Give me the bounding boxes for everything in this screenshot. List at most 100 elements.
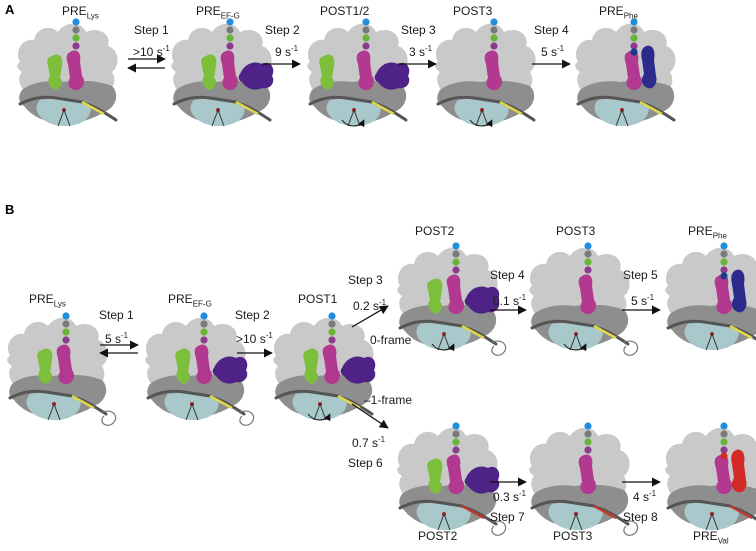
trna-green <box>427 458 443 494</box>
trna-magenta <box>578 274 596 314</box>
b-step4-rate: 0.1 s-1 <box>493 293 527 308</box>
b-step6-rate: 0.7 s-1 <box>352 435 386 450</box>
b-step1-label: Step 1 <box>99 308 134 322</box>
trna-green <box>427 278 443 314</box>
trna-magenta <box>446 274 464 314</box>
peptide-residue <box>226 34 234 42</box>
ribosome-a-pre-efg <box>171 18 274 127</box>
mrna-stem-loop <box>491 520 507 536</box>
mrna-segment <box>461 504 485 520</box>
trna-green <box>319 54 335 90</box>
mrna-line <box>398 499 498 526</box>
peptide-residue <box>720 272 728 280</box>
peptide-residue <box>62 336 70 344</box>
peptide-residue <box>452 250 460 258</box>
b-step3-rate: 0.2 s-1 <box>353 298 387 313</box>
mrna-line <box>308 95 408 122</box>
mrna-line <box>530 499 630 526</box>
b-state-pre-efg-label: PREEF-G <box>168 292 212 309</box>
peptide-residue <box>452 438 460 446</box>
ribosome-a-pre-lys <box>17 18 118 127</box>
peptide-residue <box>362 34 370 42</box>
peptide-residue <box>362 26 370 34</box>
ribosome-b-post3-bottom <box>529 422 639 536</box>
mrna-stem-loop <box>101 410 117 426</box>
mrna-line <box>436 95 536 122</box>
mrna-segment <box>461 324 485 340</box>
peptide-residue <box>720 258 728 266</box>
peptide-residue <box>584 446 592 454</box>
a-step1-rate: >10 s-1 <box>133 44 170 59</box>
peptide-residue <box>720 452 728 460</box>
a-step3-label: Step 3 <box>401 23 436 37</box>
trna-green <box>201 54 217 90</box>
peptide-residue <box>328 336 336 344</box>
peptide-residue <box>362 42 370 50</box>
peptide-residue <box>452 242 460 250</box>
state-pre-phe-label: PREPhe <box>599 4 638 21</box>
mrna-segment <box>209 394 233 410</box>
trna-magenta <box>578 454 596 494</box>
b-step1-rate: 5 s-1 <box>105 331 129 346</box>
panel-a-label: A <box>5 2 15 17</box>
hinge-spokes <box>705 333 719 351</box>
a-step4-rate: 5 s-1 <box>541 44 565 59</box>
mrna-line <box>172 95 272 122</box>
peptide-residue <box>452 258 460 266</box>
ribosome-b-post1 <box>273 312 376 422</box>
b-step7-label: Step 7 <box>490 510 525 524</box>
mrna-line <box>666 499 756 521</box>
hinge-spokes <box>211 109 225 127</box>
peptide-residue <box>328 312 336 320</box>
ribosome-a-post3 <box>435 18 536 128</box>
ribosome-b-post2-bottom <box>397 422 507 536</box>
b-state-post1-label: POST1 <box>298 292 338 306</box>
trna-incoming <box>731 269 747 313</box>
peptide-residue <box>328 320 336 328</box>
mrna-segment <box>235 100 259 116</box>
peptide-residue <box>630 18 638 26</box>
rotation-arrow <box>431 343 455 352</box>
peptide-residue <box>720 242 728 250</box>
peptide-residue <box>200 320 208 328</box>
ribosome-b-pre-phe <box>665 242 756 351</box>
trna-magenta <box>484 50 502 90</box>
mrna-line <box>18 95 118 122</box>
trna-magenta <box>714 454 732 494</box>
peptide-residue <box>720 438 728 446</box>
mrna-stem-loop <box>623 520 639 536</box>
peptide-residue <box>630 42 638 50</box>
b-step3-label: Step 3 <box>348 273 383 287</box>
rotation-arrow <box>563 343 587 352</box>
ribosome-a-pre-phe <box>575 18 676 127</box>
mrna-line <box>398 319 498 346</box>
mrna-segment <box>729 504 753 520</box>
b-step8-rate: 4 s-1 <box>633 489 657 504</box>
b-state-pre-phe-label: PREPhe <box>688 224 727 241</box>
trna-magenta <box>194 344 212 384</box>
trna-magenta <box>356 50 374 90</box>
hinge-spokes <box>185 403 199 421</box>
mrna-line <box>146 389 246 416</box>
peptide-residue <box>72 26 80 34</box>
mrna-stem-loop <box>239 410 255 426</box>
peptide-residue <box>328 328 336 336</box>
peptide-residue <box>584 250 592 258</box>
b-state-post3-top-label: POST3 <box>556 224 596 238</box>
ribosome-a-post12 <box>307 18 410 128</box>
ribosome-b-post3-top <box>529 242 639 356</box>
peptide-residue <box>584 266 592 274</box>
peptide-residue <box>62 312 70 320</box>
rotation-arrow <box>307 413 331 422</box>
state-pre-efg-label: PREEF-G <box>196 4 240 21</box>
efg <box>238 62 274 90</box>
a-step2-rate: 9 s-1 <box>275 44 299 59</box>
efg <box>374 62 410 90</box>
hinge-spokes <box>569 513 583 531</box>
trna-green <box>47 54 63 90</box>
panel-b-label: B <box>5 202 15 217</box>
b-state-pre-val-label: PREVal <box>693 529 729 546</box>
peptide-residue <box>72 42 80 50</box>
peptide-residue <box>630 26 638 34</box>
ribosome-b-pre-efg <box>145 312 255 426</box>
